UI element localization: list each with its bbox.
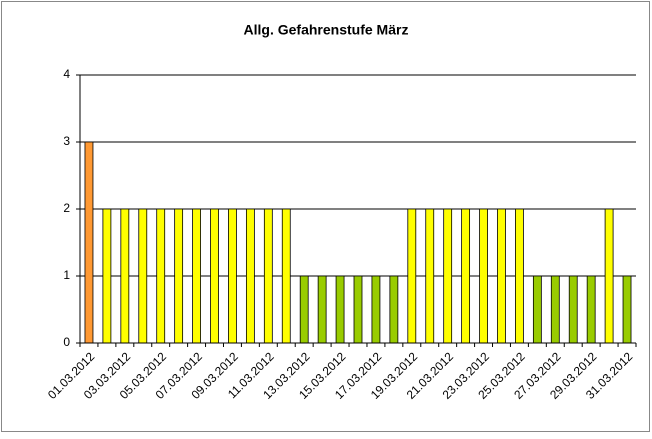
bar [532, 275, 542, 344]
bar [84, 141, 94, 344]
bar [497, 208, 506, 344]
bar [407, 208, 417, 344]
bar [335, 275, 345, 344]
bar [353, 275, 363, 344]
bar [210, 208, 219, 344]
bar [156, 208, 166, 344]
bar [192, 208, 201, 344]
bar [425, 208, 435, 344]
bar [389, 275, 399, 344]
y-tick-label: 3 [63, 134, 70, 148]
y-tick-label: 1 [63, 268, 70, 282]
bar [281, 208, 291, 344]
bar [138, 208, 148, 344]
y-tick-label: 4 [63, 67, 70, 81]
bar [263, 208, 273, 344]
bar [299, 275, 309, 344]
bar [461, 208, 471, 344]
bar [550, 275, 560, 344]
bar [604, 208, 614, 344]
chart-title: Allg. Gefahrenstufe März [244, 22, 409, 38]
bar [102, 208, 112, 344]
bar [317, 275, 327, 344]
bar [479, 208, 488, 344]
bar [622, 275, 632, 344]
bar [371, 275, 381, 344]
bar [586, 275, 596, 344]
y-tick-label: 2 [63, 201, 70, 215]
bar [120, 208, 130, 344]
bar [245, 208, 255, 344]
bar [515, 208, 524, 344]
y-tick-label: 0 [63, 335, 70, 349]
bar [568, 275, 578, 344]
bar [174, 208, 184, 344]
bar [443, 208, 453, 344]
bar [228, 208, 237, 344]
